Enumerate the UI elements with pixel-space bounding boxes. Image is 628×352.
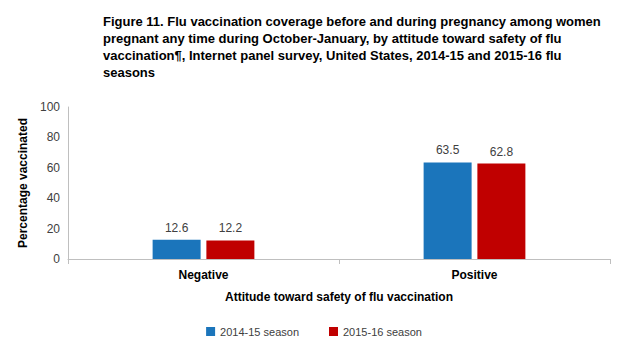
svg-text:60: 60 bbox=[47, 161, 61, 175]
svg-text:20: 20 bbox=[47, 222, 61, 236]
svg-text:Figure 11. Flu vaccination cov: Figure 11. Flu vaccination coverage befo… bbox=[103, 14, 604, 29]
svg-text:Negative: Negative bbox=[178, 268, 228, 282]
svg-text:100: 100 bbox=[40, 100, 60, 114]
svg-text:Percentage vaccinated: Percentage vaccinated bbox=[16, 118, 30, 248]
svg-text:vaccination¶, Internet panel s: vaccination¶, Internet panel survey, Uni… bbox=[103, 48, 565, 63]
svg-text:12.6: 12.6 bbox=[165, 221, 189, 235]
svg-text:2015-16 season: 2015-16 season bbox=[343, 326, 422, 338]
svg-text:40: 40 bbox=[47, 191, 61, 205]
svg-text:0: 0 bbox=[53, 252, 60, 266]
svg-text:62.8: 62.8 bbox=[490, 145, 514, 159]
svg-text:pregnant any time during Octob: pregnant any time during October-January… bbox=[103, 31, 565, 46]
svg-text:seasons: seasons bbox=[103, 65, 155, 80]
svg-text:Attitude toward safety of flu: Attitude toward safety of flu vaccinatio… bbox=[225, 290, 453, 304]
svg-text:2014-15 season: 2014-15 season bbox=[220, 326, 299, 338]
svg-text:63.5: 63.5 bbox=[436, 143, 460, 157]
svg-text:12.2: 12.2 bbox=[219, 221, 243, 235]
svg-text:80: 80 bbox=[47, 130, 61, 144]
svg-text:Positive: Positive bbox=[451, 268, 497, 282]
